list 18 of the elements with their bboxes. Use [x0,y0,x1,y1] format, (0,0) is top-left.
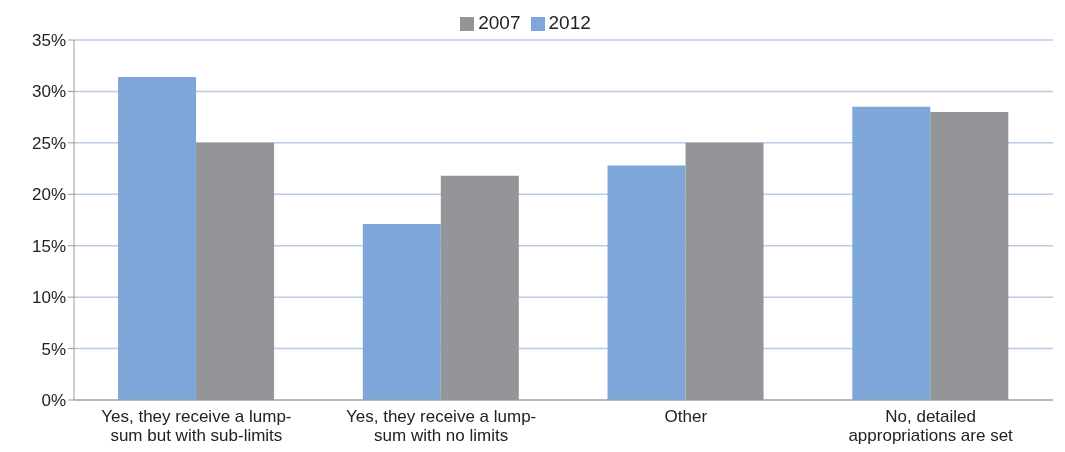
y-tick-label: 25% [31,133,66,153]
x-tick-label: Yes, they receive a lump-sum with no limits [346,407,537,445]
y-tick-label: 0% [41,391,66,411]
x-tick-label: No, detailed appropriations are set [848,407,1014,445]
legend-label: 2007 [478,12,521,33]
y-tick-label: 5% [41,339,66,359]
x-tick-label: Yes, they receive a lump-sum but with sub-limits [101,407,292,445]
legend-label: 2012 [548,12,591,33]
y-tick-label: 15% [31,236,66,256]
y-tick-label: 35% [31,31,66,51]
bar [852,106,931,400]
y-tick-label: 20% [31,185,66,205]
y-tick-label: 10% [31,288,66,308]
x-tick-label: Other [664,407,708,426]
bar [362,224,441,400]
bar [118,77,197,400]
bar [607,165,686,400]
y-tick-label: 30% [31,82,66,102]
